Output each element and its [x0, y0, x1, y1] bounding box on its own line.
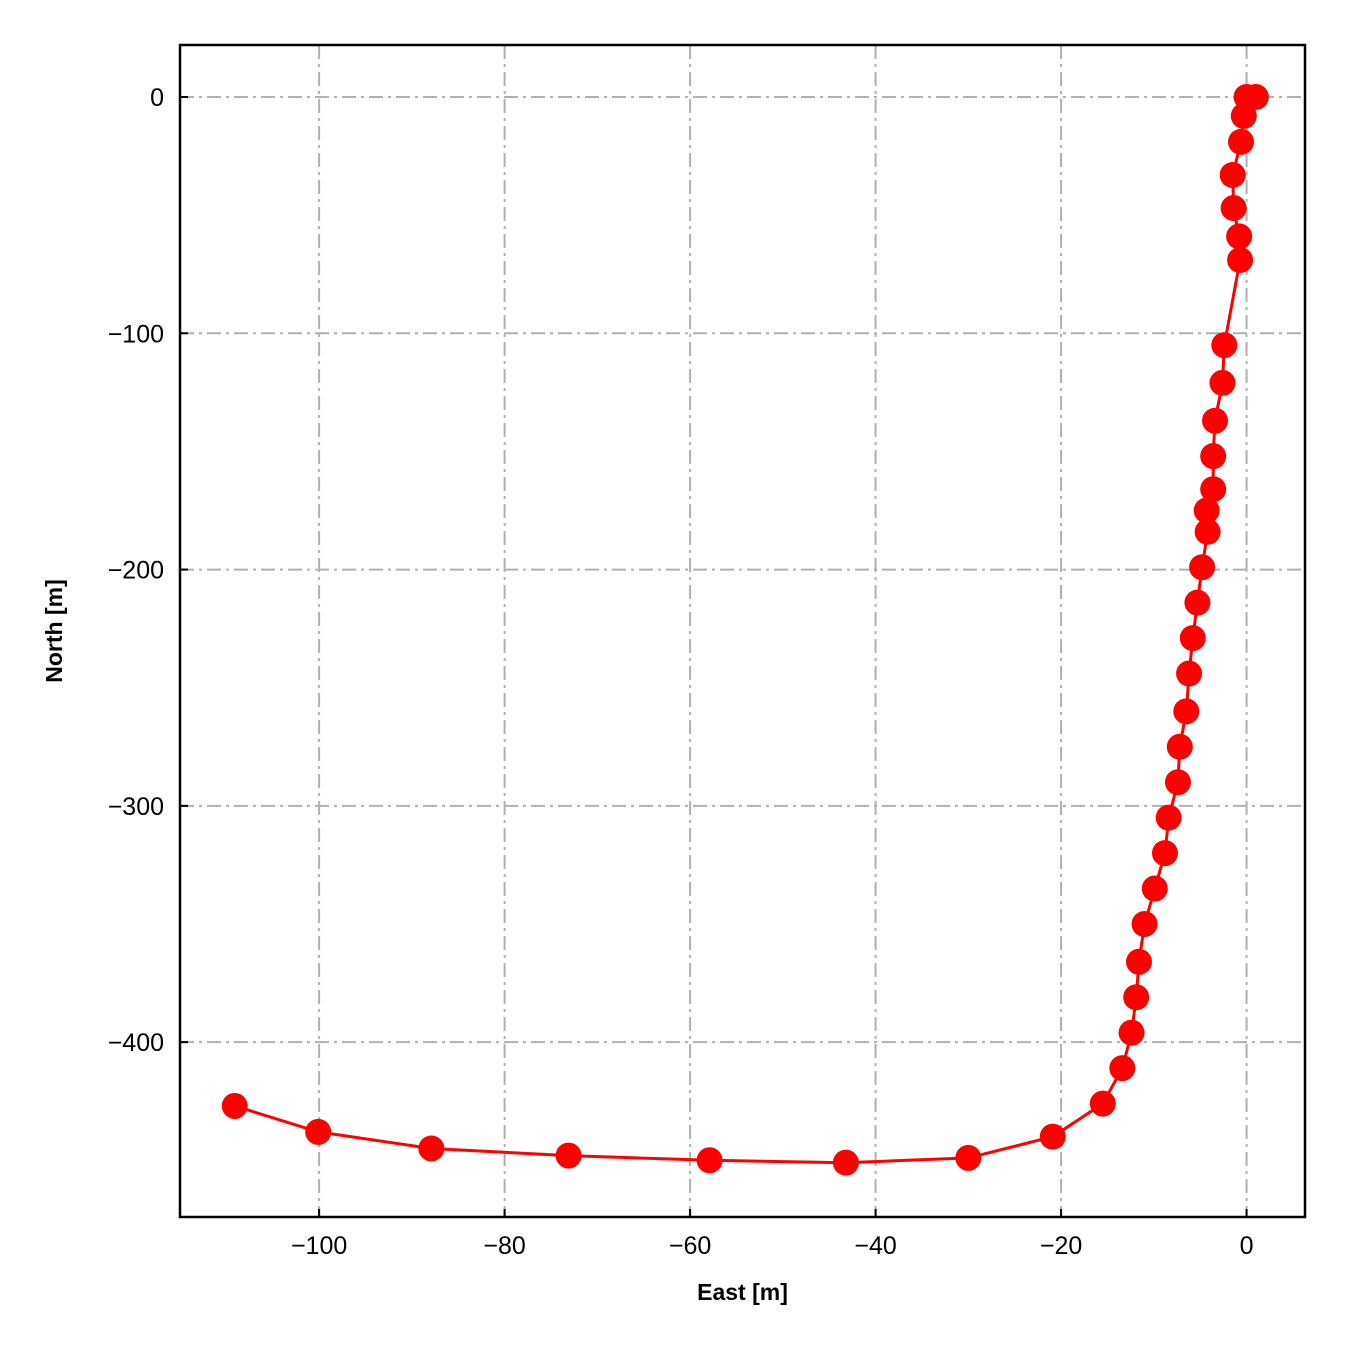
y-tick-label: 0: [150, 84, 164, 112]
data-point: [1227, 247, 1254, 274]
data-point: [1125, 948, 1152, 975]
data-point: [305, 1118, 332, 1145]
data-point: [1184, 589, 1211, 616]
data-point: [1155, 804, 1182, 831]
data-point: [1219, 161, 1246, 188]
x-tick-label: 0: [1240, 1232, 1254, 1260]
y-tick-label: −400: [108, 1029, 164, 1057]
data-point: [1211, 332, 1238, 359]
data-point: [1200, 476, 1227, 503]
data-point: [1109, 1055, 1136, 1082]
data-point: [1226, 223, 1253, 250]
data-point: [1173, 698, 1200, 725]
y-tick-label: −100: [108, 320, 164, 348]
data-point: [555, 1142, 582, 1169]
data-point: [1141, 875, 1168, 902]
data-point: [832, 1149, 859, 1176]
data-point: [1039, 1123, 1066, 1150]
x-tick-label: −60: [669, 1232, 711, 1260]
x-tick-label: −80: [483, 1232, 525, 1260]
data-series: [221, 83, 1269, 1176]
data-point: [1189, 554, 1216, 581]
data-point: [1176, 660, 1203, 687]
data-point: [955, 1144, 982, 1171]
data-point: [1166, 733, 1193, 760]
plot-frame: [178, 43, 1307, 1219]
data-point: [221, 1092, 248, 1119]
y-tick-label: −300: [108, 793, 164, 821]
data-point: [1179, 625, 1206, 652]
data-point: [1228, 128, 1255, 155]
x-axis-label: East [m]: [697, 1279, 788, 1305]
data-point: [696, 1147, 723, 1174]
data-point: [418, 1135, 445, 1162]
data-point: [1193, 497, 1220, 524]
data-point: [1151, 840, 1178, 867]
data-point: [1164, 769, 1191, 796]
data-point: [1202, 407, 1229, 434]
x-tick-label: −40: [854, 1232, 896, 1260]
data-point: [1118, 1019, 1145, 1046]
x-tick-label: −100: [291, 1232, 347, 1260]
data-point: [1230, 102, 1257, 129]
data-point: [1131, 911, 1158, 937]
axis-ticks: −100 −80 −60 −40 −20 00−100−200−300−400: [108, 84, 1254, 1260]
x-tick-label: −20: [1040, 1232, 1082, 1260]
data-point: [1200, 443, 1227, 470]
data-point: [1194, 518, 1221, 545]
data-point: [1089, 1090, 1116, 1117]
y-tick-label: −200: [108, 557, 164, 585]
data-point: [1209, 369, 1236, 396]
data-point: [1123, 984, 1150, 1011]
data-point: [1220, 195, 1247, 222]
y-axis-label: North [m]: [41, 579, 67, 682]
